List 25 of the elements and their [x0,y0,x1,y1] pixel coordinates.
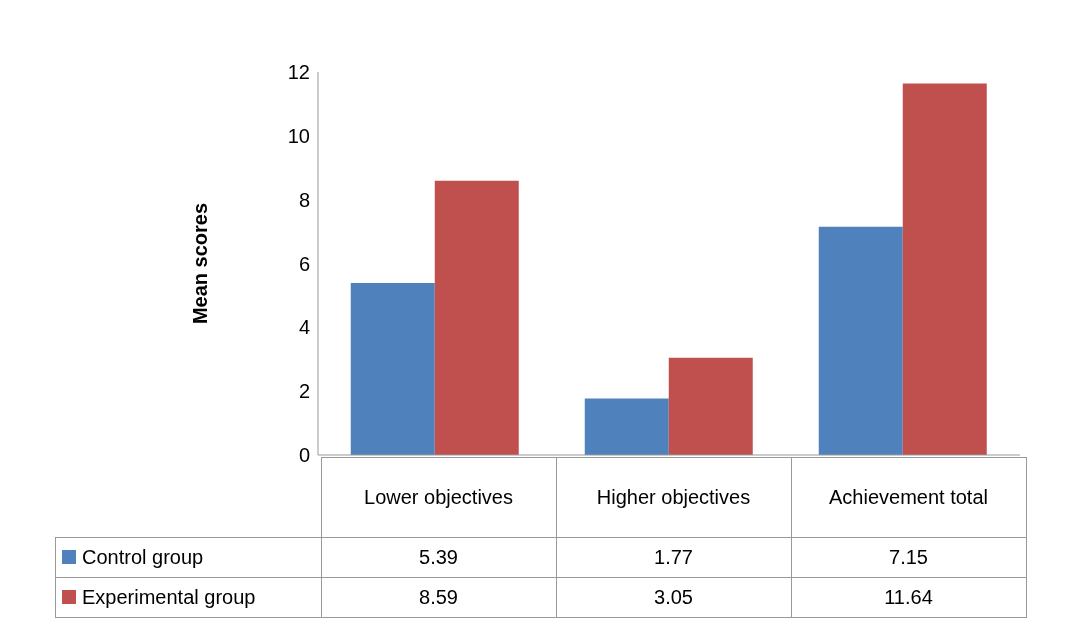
y-tick-label: 4 [298,316,310,339]
data-label: 5.39 [321,537,556,578]
y-tick-label: 2 [298,380,310,403]
bar [434,180,519,455]
legend-label: Experimental group [55,577,321,618]
x-tick-label: Higher objectives [595,486,752,509]
x-tick-label: Lower objectives [363,486,514,509]
y-tick-label: 12 [287,61,310,84]
data-label: 1.77 [556,537,791,578]
y-tick-label: 10 [287,124,310,147]
data-label: 11.64 [791,577,1026,618]
y-axis-title: Mean scores [189,202,212,325]
y-tick-label: 0 [298,444,310,467]
bar [350,282,435,455]
bar [902,83,987,455]
data-label: 7.15 [791,537,1026,578]
data-label: 3.05 [556,577,791,618]
y-tick-label: 6 [298,252,310,275]
bar [584,398,669,455]
data-label: 8.59 [321,577,556,618]
x-tick-label: Achievement total [828,486,989,509]
y-tick-label: 8 [298,188,310,211]
bar [668,357,753,455]
bar [818,226,903,455]
legend-label: Control group [55,537,321,578]
